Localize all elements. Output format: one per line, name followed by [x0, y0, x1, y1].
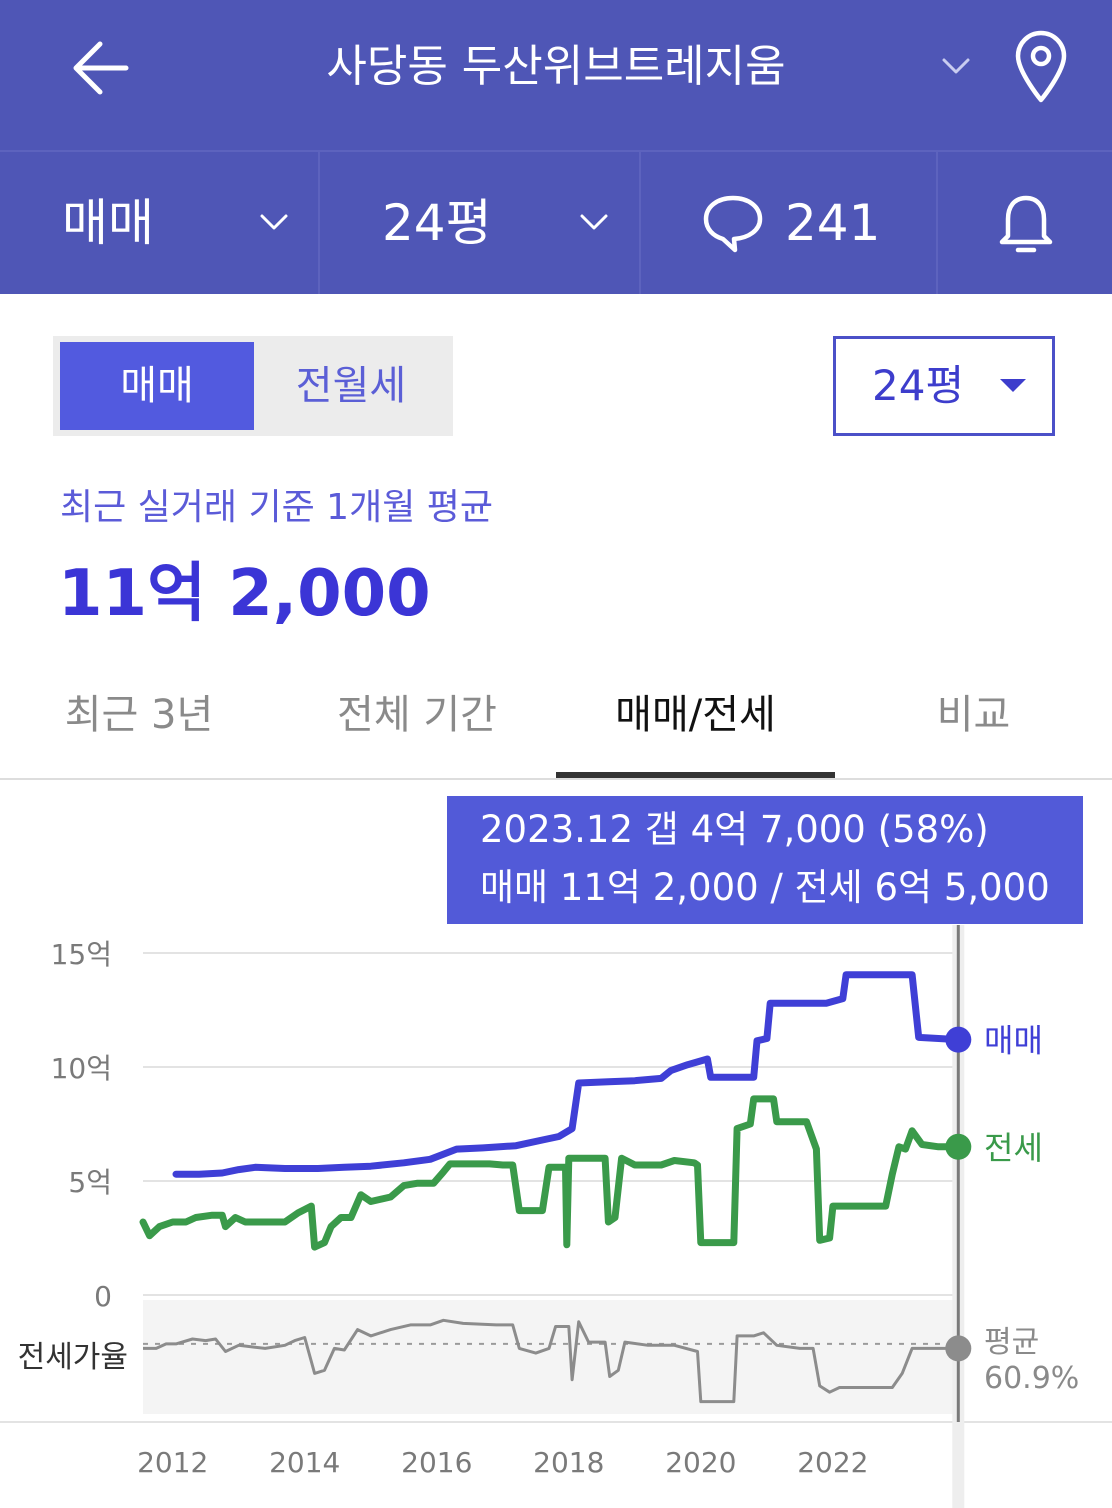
- map-pin-icon[interactable]: [1010, 28, 1072, 106]
- tab-compare[interactable]: 비교: [936, 692, 1011, 738]
- caret-down-icon: [1000, 379, 1026, 392]
- filter-bar: 매매 24평 241: [0, 150, 1112, 294]
- comment-count: 241: [785, 194, 881, 252]
- size-select-value: 24평: [872, 361, 965, 410]
- x-tick-label: 2020: [665, 1446, 736, 1479]
- size-select[interactable]: 24평: [833, 336, 1055, 436]
- tooltip-price-text: 매매 11억 2,000 / 전세 6억 5,000: [480, 866, 1050, 909]
- chevron-down-icon[interactable]: [936, 48, 976, 84]
- tab-recent-3-years[interactable]: 최근 3년: [64, 692, 214, 738]
- ratio-average-label: 평균: [984, 1325, 1039, 1360]
- ratio-series-line: [143, 1318, 959, 1404]
- sale-price-line: [172, 971, 962, 1178]
- tab-divider: [0, 778, 1112, 780]
- average-price-caption: 최근 실거래 기준 1개월 평균: [60, 487, 493, 528]
- chevron-down-icon: [260, 214, 288, 230]
- ratio-panel-label: 전세가율: [18, 1340, 128, 1375]
- speech-bubble-icon: [703, 195, 763, 253]
- ratio-panel-background: [143, 1300, 955, 1414]
- y-tick-label: 0: [94, 1280, 112, 1313]
- bell-icon: [999, 195, 1053, 253]
- average-price-value: 11억 2,000: [58, 557, 431, 631]
- tooltip-gap-text: 2023.12 갭 4억 7,000 (58%): [480, 808, 989, 851]
- jeonse-endpoint-dot: [945, 1133, 972, 1160]
- sale-legend-label: 매매: [984, 1022, 1043, 1060]
- size-dropdown[interactable]: 24평: [320, 152, 641, 294]
- jeonse-price-line: [139, 1095, 962, 1251]
- ratio-average-value: 60.9%: [984, 1361, 1079, 1396]
- ratio-endpoint-dot: [945, 1335, 972, 1362]
- tab-sale-jeonse[interactable]: 매매/전세: [615, 692, 776, 738]
- y-tick-label: 5억: [68, 1166, 112, 1199]
- deal-type-dropdown[interactable]: 매매: [0, 152, 320, 294]
- x-tick-label: 2014: [269, 1446, 340, 1479]
- jeonse-legend-label: 전세: [984, 1129, 1043, 1167]
- y-tick-label: 10억: [51, 1052, 112, 1085]
- arrow-left-icon: [73, 41, 129, 95]
- segment-rent[interactable]: 전월세: [295, 363, 407, 409]
- price-chart[interactable]: 15억 10억 5억 0 2012 2014 2016 2018 2020 2022 매매전세평…: [0, 780, 1112, 1508]
- notification-button[interactable]: [938, 152, 1112, 294]
- sale-endpoint-dot: [945, 1026, 972, 1053]
- deal-type-label: 매매: [62, 194, 154, 252]
- y-tick-label: 15억: [51, 938, 112, 971]
- segment-sale[interactable]: 매매: [60, 342, 254, 430]
- chevron-down-icon: [580, 214, 608, 230]
- top-app-bar: 사당동 두산위브트레지움: [0, 0, 1112, 150]
- apartment-title[interactable]: 사당동 두산위브트레지움: [326, 41, 786, 92]
- chart-tooltip: 2023.12 갭 4억 7,000 (58%) 매매 11억 2,000 / …: [447, 796, 1083, 924]
- x-tick-label: 2022: [797, 1446, 868, 1479]
- tab-entire-period[interactable]: 전체 기간: [337, 692, 497, 738]
- comments-button[interactable]: 241: [641, 152, 938, 294]
- x-tick-label: 2012: [137, 1446, 208, 1479]
- back-button[interactable]: [64, 30, 144, 106]
- active-tab-indicator: [556, 772, 835, 778]
- x-tick-label: 2016: [401, 1446, 472, 1479]
- x-tick-label: 2018: [533, 1446, 604, 1479]
- size-label: 24평: [382, 194, 492, 252]
